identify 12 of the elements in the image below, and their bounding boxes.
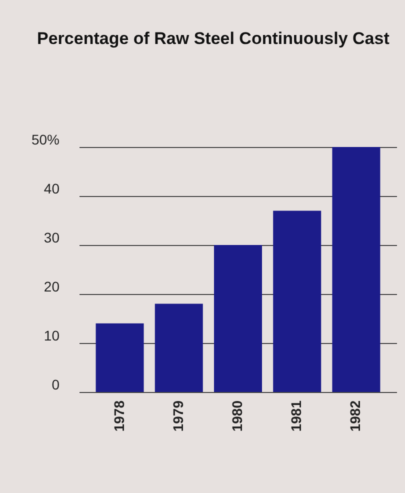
y-tick-label: 50%: [31, 132, 60, 148]
y-tick-label: 30: [44, 230, 60, 246]
chart-title: Percentage of Raw Steel Continuously Cast: [37, 29, 390, 48]
y-tick-label: 0: [52, 376, 60, 392]
x-tick-label: 1979: [170, 400, 186, 432]
x-tick-label: 1980: [229, 400, 245, 432]
x-tick-label: 1982: [347, 400, 364, 432]
y-tick-label: 20: [44, 278, 60, 294]
y-tick-label: 10: [44, 328, 60, 344]
x-tick-label: 1981: [288, 400, 304, 432]
y-tick-label: 40: [44, 180, 60, 196]
x-tick-label: 1978: [110, 400, 127, 432]
